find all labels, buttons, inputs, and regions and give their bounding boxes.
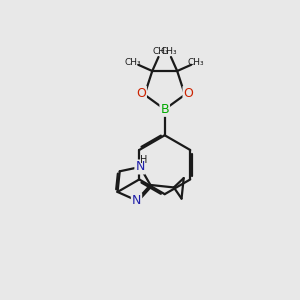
Text: CH₃: CH₃: [160, 47, 177, 56]
Text: O: O: [184, 87, 194, 100]
Text: CH₃: CH₃: [152, 47, 169, 56]
Text: N: N: [135, 160, 145, 173]
Text: O: O: [136, 87, 146, 100]
Text: N: N: [132, 194, 141, 207]
Text: H: H: [140, 155, 147, 165]
Text: B: B: [160, 103, 169, 116]
Text: CH₃: CH₃: [188, 58, 205, 67]
Text: CH₃: CH₃: [125, 58, 142, 67]
